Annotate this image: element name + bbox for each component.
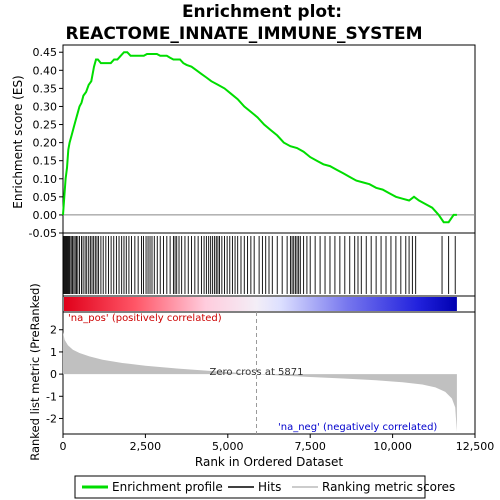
legend-label-ranking: Ranking metric scores bbox=[322, 480, 455, 494]
legend-label-enrichment: Enrichment profile bbox=[112, 480, 223, 494]
metric-y-tick-label: 2 bbox=[50, 324, 57, 337]
es-panel-frame bbox=[62, 44, 476, 234]
metric-y-tick-label: -1 bbox=[46, 390, 57, 403]
rank-color-bar bbox=[64, 297, 457, 311]
legend-item-enrichment-profile: Enrichment profile bbox=[82, 480, 223, 494]
legend-label-hits: Hits bbox=[258, 480, 281, 494]
es-y-tick-label: 0.15 bbox=[33, 155, 58, 168]
legend-item-ranking-metric: Ranking metric scores bbox=[292, 480, 455, 494]
x-tick-label: 2,500 bbox=[130, 440, 162, 453]
na-neg-label: 'na_neg' (negatively correlated) bbox=[278, 422, 437, 433]
es-y-tick-label: 0.20 bbox=[33, 137, 58, 150]
rank-x-axis: 0 2,500 5,000 7,500 10,000 12,500 bbox=[60, 434, 495, 453]
es-y-tick-label: 0.35 bbox=[33, 82, 58, 95]
es-y-axis: -0.05 0.00 0.05 0.10 0.15 0.20 0.25 0.30 0.35 0.4… bbox=[29, 46, 63, 240]
na-pos-label: 'na_pos' (positively correlated) bbox=[68, 313, 222, 324]
es-profile-line bbox=[62, 51, 457, 224]
es-y-tick-label: 0.00 bbox=[33, 209, 58, 222]
es-y-tick-label: 0.25 bbox=[33, 119, 58, 132]
es-y-axis-title: Enrichment score (ES) bbox=[11, 75, 25, 208]
x-tick-label: 7,500 bbox=[294, 440, 326, 453]
legend-item-hits: Hits bbox=[228, 480, 281, 494]
chart-title-line2: REACTOME_INNATE_IMMUNE_SYSTEM bbox=[66, 24, 423, 44]
metric-y-tick-label: 0 bbox=[50, 368, 57, 381]
metric-y-tick-label: -2 bbox=[46, 412, 57, 425]
es-y-tick-label: 0.40 bbox=[33, 64, 58, 77]
es-profile-group bbox=[62, 51, 457, 224]
x-tick-label: 5,000 bbox=[212, 440, 244, 453]
es-y-tick-label: 0.30 bbox=[33, 100, 58, 113]
x-tick-label: 0 bbox=[60, 440, 67, 453]
hits-group bbox=[63, 236, 456, 294]
es-y-tick-label: 0.10 bbox=[33, 173, 58, 186]
zero-cross-label: Zero cross at 5871 bbox=[210, 367, 304, 378]
chart-title-line1: Enrichment plot: bbox=[182, 2, 342, 22]
metric-y-tick-label: 1 bbox=[50, 346, 57, 359]
x-axis-title: Rank in Ordered Dataset bbox=[195, 455, 343, 469]
es-y-tick-label: 0.05 bbox=[33, 191, 58, 204]
x-tick-label: 12,500 bbox=[456, 440, 495, 453]
es-y-tick-label: -0.05 bbox=[29, 227, 57, 240]
es-y-tick-label: 0.45 bbox=[33, 46, 58, 59]
metric-y-axis: -2 -1 0 1 2 bbox=[46, 324, 63, 425]
x-tick-label: 10,000 bbox=[373, 440, 412, 453]
metric-y-axis-title: Ranked list metric (PreRanked) bbox=[28, 283, 42, 461]
